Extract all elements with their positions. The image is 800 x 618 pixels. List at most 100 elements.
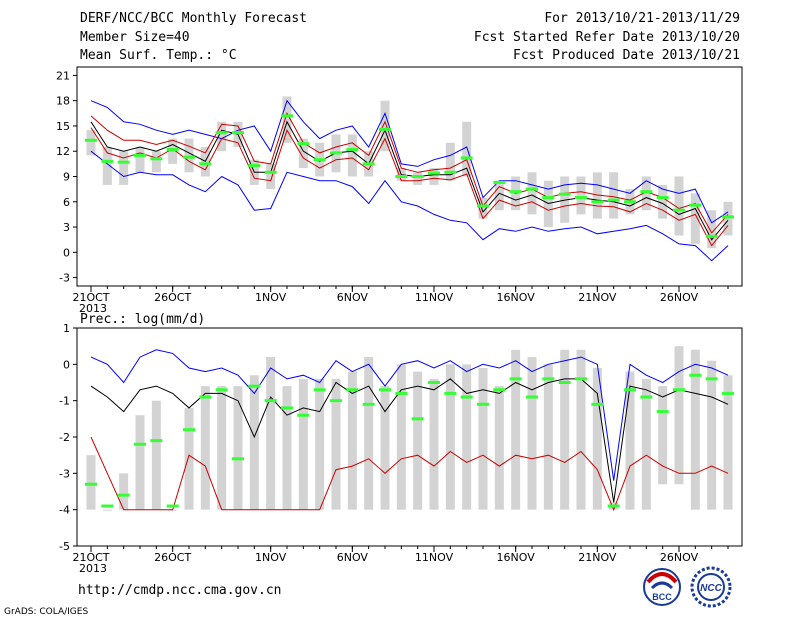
ensemble-range-bar — [478, 367, 488, 510]
y-tick-label: 6 — [63, 196, 70, 209]
member-size: Member Size=40 — [80, 30, 190, 45]
ensemble-range-bar — [151, 151, 161, 173]
ensemble-range-bar — [674, 346, 684, 485]
median-marker — [624, 388, 636, 392]
median-marker — [150, 157, 163, 161]
median-marker — [199, 162, 212, 166]
median-marker — [493, 388, 506, 392]
ensemble-range-bar — [592, 367, 602, 510]
median-marker — [101, 504, 114, 508]
median-marker — [493, 180, 506, 184]
median-marker — [134, 153, 146, 157]
produced-date: Fcst Produced Date 2013/10/21 — [513, 48, 740, 63]
ensemble-range-bar — [429, 168, 439, 185]
x-tick-label: 1NOV — [255, 291, 287, 304]
y-tick-label: -3 — [59, 467, 70, 480]
ensemble-range-bar — [429, 378, 439, 510]
x-tick-label: 21OCT — [72, 551, 109, 564]
ensemble-range-bar — [102, 509, 112, 511]
ncc-logo-text: NCC — [700, 583, 722, 594]
x-tick-label: 6NOV — [337, 291, 369, 304]
median-marker — [232, 131, 244, 135]
ensemble-range-bar — [445, 142, 455, 181]
ensemble-range-bar — [560, 349, 570, 510]
median-marker — [705, 377, 718, 381]
ensemble-range-bar — [233, 386, 243, 510]
ensemble-range-bar — [462, 121, 472, 177]
median-marker — [395, 391, 408, 395]
median-marker — [166, 148, 179, 152]
ensemble-range-bar — [135, 147, 145, 173]
ensemble-range-bar — [527, 357, 537, 510]
median-marker — [313, 388, 326, 392]
ensemble-range-bar — [217, 386, 227, 510]
ensemble-range-bar — [184, 407, 194, 510]
y-tick-label: 18 — [56, 95, 70, 108]
median-marker — [183, 428, 195, 432]
footer-url: http://cmdp.ncc.cma.gov.cn — [78, 583, 282, 598]
ensemble-range-bar — [282, 386, 292, 510]
x-tick-label: 1NOV — [255, 551, 287, 564]
ensemble-range-bar — [707, 360, 717, 510]
ensemble-range-bar — [249, 375, 259, 510]
median-marker — [264, 399, 277, 403]
ensemble-range-bar — [119, 473, 129, 510]
ensemble-range-bar — [364, 357, 374, 510]
ensemble-range-bar — [690, 193, 700, 244]
ensemble-range-bar — [298, 378, 308, 510]
y-tick-label: 21 — [56, 69, 70, 82]
median-marker — [444, 391, 457, 395]
median-marker — [656, 410, 669, 414]
forecast-series-line — [90, 127, 729, 247]
x-tick-label: 21NOV — [578, 291, 617, 304]
ensemble-range-bar — [641, 176, 651, 211]
ensemble-range-bar — [396, 364, 406, 510]
temperature-panel: -3 0 3 6 9 12 15 18 21 21OCT 26OCT 1NOV 6NOV 11NOV 16N… — [56, 66, 743, 315]
median-marker — [150, 439, 163, 443]
median-marker — [640, 190, 653, 194]
ensemble-range-bar — [625, 371, 635, 510]
ensemble-range-bar — [641, 378, 651, 510]
grads-credit: GrADS: COLA/IGES — [4, 607, 88, 617]
median-marker — [183, 155, 195, 159]
median-marker — [460, 395, 473, 399]
ensemble-range-bar — [282, 96, 292, 143]
forecast-series-line — [90, 112, 729, 234]
median-marker — [624, 200, 636, 204]
median-marker — [215, 131, 228, 135]
median-marker — [330, 399, 342, 403]
median-marker — [542, 377, 555, 381]
chart-title: DERF/NCC/BCC Monthly Forecast — [80, 11, 307, 26]
ensemble-range-bar — [184, 138, 194, 173]
median-marker — [264, 170, 277, 174]
ensemble-range-bar — [200, 386, 210, 510]
x-year-label: 2013 — [79, 562, 107, 575]
ensemble-range-bar — [723, 375, 733, 510]
median-marker — [607, 504, 620, 508]
median-marker — [575, 377, 587, 381]
median-marker — [460, 156, 473, 160]
y-tick-label: 1 — [63, 322, 70, 335]
ensemble-range-bar — [478, 197, 488, 219]
median-marker — [395, 175, 408, 178]
y-tick-label: 3 — [63, 221, 70, 234]
ensemble-range-bar — [347, 134, 357, 177]
median-marker — [411, 175, 424, 178]
ensemble-range-bar — [576, 176, 586, 215]
median-marker — [117, 160, 130, 164]
median-marker — [232, 457, 244, 461]
median-marker — [705, 234, 718, 238]
ensemble-range-bar — [674, 176, 684, 236]
ensemble-range-bar — [494, 386, 504, 510]
ensemble-range-bar — [86, 130, 96, 156]
x-tick-label: 26NOV — [660, 291, 699, 304]
ensemble-range-bar — [445, 364, 455, 510]
ensemble-range-bar — [723, 201, 733, 236]
median-marker — [526, 187, 538, 191]
median-marker — [379, 388, 391, 392]
median-marker — [117, 493, 130, 497]
ensemble-range-bar — [266, 163, 276, 190]
forecast-series-line — [90, 378, 729, 503]
x-tick-label: 21OCT — [72, 291, 109, 304]
